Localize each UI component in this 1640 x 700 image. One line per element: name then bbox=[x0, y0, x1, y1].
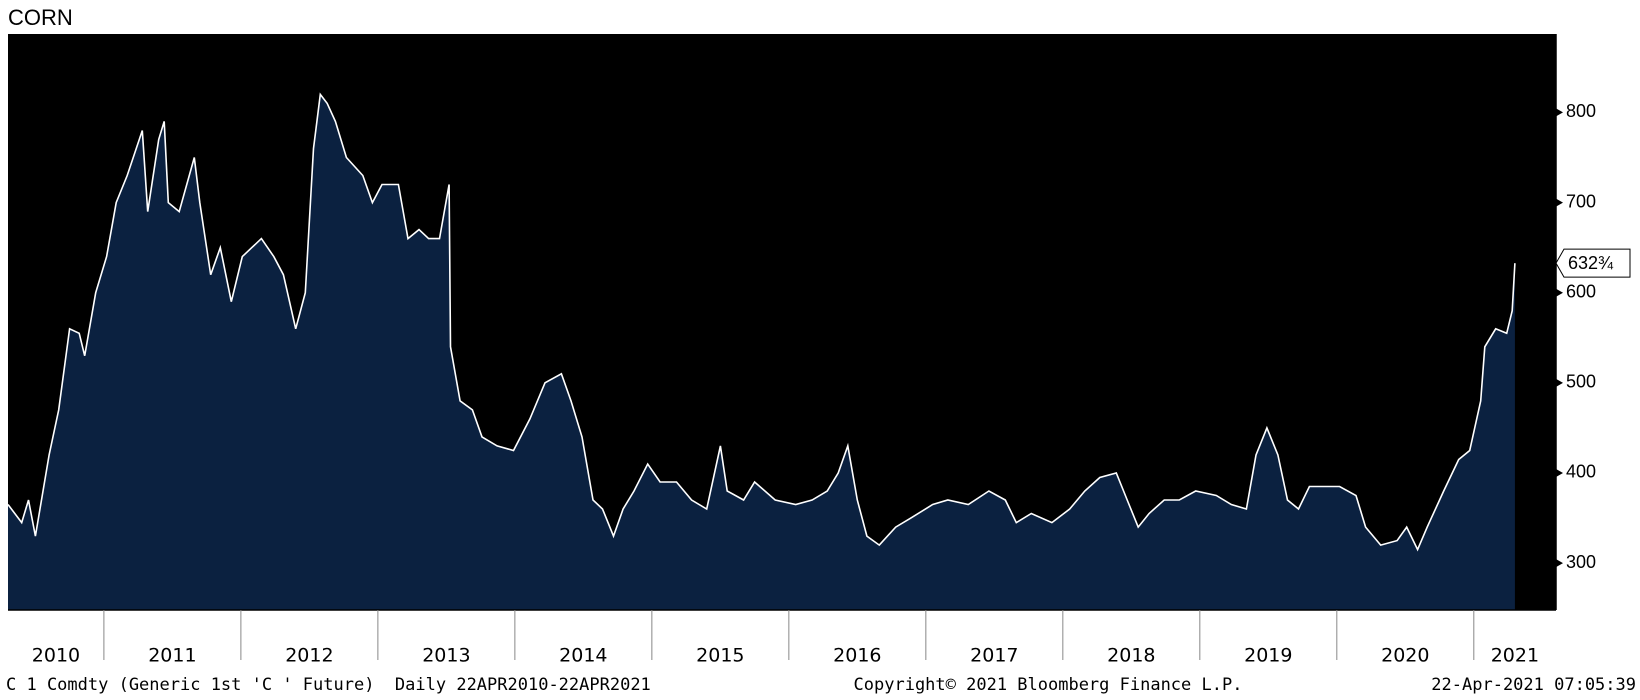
x-tick-label: 2017 bbox=[970, 645, 1018, 667]
y-tick-label: 800 bbox=[1566, 101, 1596, 121]
x-tick-label: 2014 bbox=[559, 645, 607, 667]
y-tick bbox=[1556, 468, 1563, 477]
y-tick-label: 400 bbox=[1566, 462, 1596, 482]
x-tick-label: 2013 bbox=[422, 645, 470, 667]
x-tick-label: 2011 bbox=[148, 645, 196, 667]
y-tick bbox=[1556, 378, 1563, 387]
x-tick-label: 2012 bbox=[285, 645, 333, 667]
price-line bbox=[7, 92, 1516, 552]
y-tick-label: 600 bbox=[1566, 281, 1596, 301]
x-tick-label: 2019 bbox=[1244, 645, 1292, 667]
y-tick bbox=[1556, 559, 1563, 568]
y-tick-label: 700 bbox=[1566, 191, 1596, 211]
last-price-label: 632¾ bbox=[1568, 253, 1614, 273]
x-tick-label: 2010 bbox=[32, 645, 80, 667]
y-tick bbox=[1556, 108, 1563, 117]
y-tick-label: 500 bbox=[1566, 372, 1596, 392]
x-tick-label: 2021 bbox=[1491, 645, 1539, 667]
y-tick bbox=[1556, 288, 1563, 297]
x-tick-label: 2016 bbox=[833, 645, 881, 667]
chart-title: CORN bbox=[8, 5, 73, 30]
footer-copyright: Copyright© 2021 Bloomberg Finance L.P. bbox=[854, 675, 1243, 695]
x-tick-label: 2020 bbox=[1381, 645, 1429, 667]
price-area bbox=[8, 94, 1515, 610]
x-tick-label: 2015 bbox=[696, 645, 744, 667]
footer-source: C 1 Comdty (Generic 1st 'C ' Future) Dai… bbox=[6, 675, 651, 695]
x-tick-label: 2018 bbox=[1107, 645, 1155, 667]
footer-timestamp: 22-Apr-2021 07:05:39 bbox=[1431, 675, 1636, 695]
y-tick-label: 300 bbox=[1566, 552, 1596, 572]
last-price-box bbox=[1555, 248, 1631, 278]
y-tick bbox=[1556, 198, 1563, 207]
